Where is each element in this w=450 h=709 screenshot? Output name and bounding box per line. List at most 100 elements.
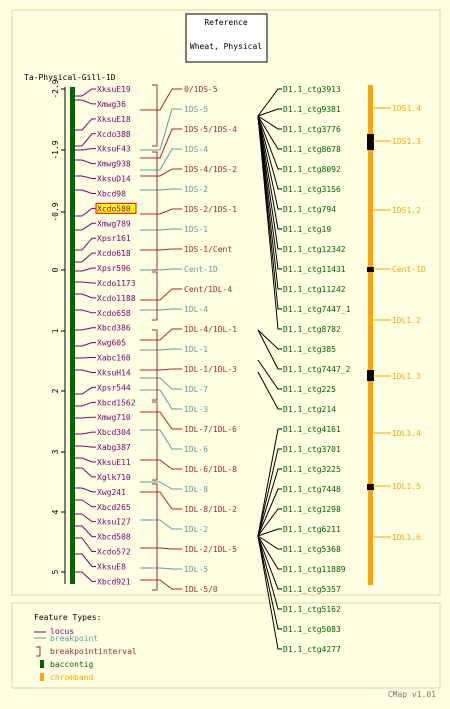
contig-label[interactable]: D1.1_ctg12342 [283,245,346,254]
contig-label[interactable]: D1.1_ctg3913 [283,85,341,94]
chromband-label[interactable]: Cent-1D [392,265,426,274]
breakpoint-label[interactable]: 1DS-1 [184,225,208,234]
locus-label[interactable]: Xmwg36 [97,100,126,109]
locus-label[interactable]: Xbcd1562 [97,398,136,407]
contig-label[interactable]: D1.1_ctg794 [283,205,336,214]
locus-label[interactable]: Xcdo618 [97,249,131,258]
locus-label[interactable]: Xcdo388 [97,130,131,139]
breakpoint-label[interactable]: 1DL-3 [184,405,208,414]
locus-label[interactable]: Xbcd921 [97,577,131,586]
locus-label[interactable]: Xwg241 [97,488,126,497]
breakpoint-label[interactable]: 1DS-5 [184,105,208,114]
contig-label[interactable]: D1.1_ctg8678 [283,145,341,154]
chromband-label[interactable]: 1DS1.3 [392,137,421,146]
locus-label[interactable]: XksuE8 [97,562,126,571]
contig-label[interactable]: D1.1_ctg11889 [283,565,346,574]
chromband-label[interactable]: 1DL1.3 [392,372,421,381]
breakpoint-label[interactable]: 1DL-5/0 [184,585,218,594]
locus-label[interactable]: Xabc160 [97,354,131,363]
contig-label[interactable]: D1.1_ctg8092 [283,165,341,174]
chromband-label[interactable]: 1DL1.2 [392,316,421,325]
breakpoint-label[interactable]: Cent/1DL-4 [184,285,232,294]
contig-label[interactable]: D1.1_ctg214 [283,405,336,414]
contig-label[interactable]: D1.1_ctg7448 [283,485,341,494]
breakpoint-label[interactable]: 1DS-2 [184,185,208,194]
locus-label[interactable]: Xbcd98 [97,189,126,198]
breakpoint-label[interactable]: 1DL-2 [184,525,208,534]
locus-label[interactable]: Xcdo572 [97,548,131,557]
breakpoint-label[interactable]: 1DL-7 [184,385,208,394]
breakpoint-label[interactable]: Cent-1D [184,265,218,274]
contig-label[interactable]: D1.1_ctg4161 [283,425,341,434]
contig-label[interactable]: D1.1_ctg225 [283,385,336,394]
breakpoint-label[interactable]: 1DL-1 [184,345,208,354]
chromband-label[interactable]: 1DL1.5 [392,482,421,491]
contig-label[interactable]: D1.1_ctg5083 [283,625,341,634]
breakpoint-label[interactable]: 1DS-5/1DS-4 [184,125,237,134]
contig-label[interactable]: D1.1_ctg11431 [283,265,346,274]
breakpoint-label[interactable]: 1DS-1/Cent [184,245,232,254]
locus-label[interactable]: Xmwg789 [97,219,131,228]
contig-label[interactable]: D1.1_ctg9381 [283,105,341,114]
breakpoint-label[interactable]: 1DS-2/1DS-1 [184,205,237,214]
locus-label[interactable]: XksuF43 [97,145,131,154]
breakpoint-label[interactable]: 1DL-7/1DL-6 [184,425,237,434]
locus-label[interactable]: Xbcd304 [97,428,131,437]
breakpoint-label[interactable]: 1DL-5 [184,565,208,574]
breakpoint-label[interactable]: 1DL-2/1DL-5 [184,545,237,554]
contig-label[interactable]: D1.1_ctg11242 [283,285,346,294]
breakpoint-label[interactable]: 1DS-4 [184,145,208,154]
locus-label[interactable]: Xbcd508 [97,533,131,542]
contig-label[interactable]: D1.1_ctg7447_1 [283,305,351,314]
locus-label[interactable]: Xpsr544 [97,383,131,392]
locus-label[interactable]: Xbcd265 [97,503,131,512]
contig-label[interactable]: D1.1_ctg1298 [283,505,341,514]
map-title[interactable]: Ta-Physical-Gill-1D [24,73,116,82]
contig-label[interactable]: D1.1_ctg3225 [283,465,341,474]
contig-label[interactable]: D1.1_ctg5162 [283,605,341,614]
contig-label[interactable]: D1.1_ctg5368 [283,545,341,554]
contig-label[interactable]: D1.1_ctg3701 [283,445,341,454]
locus-label[interactable]: XksuH14 [97,368,131,377]
breakpoint-label[interactable]: 1DL-8 [184,485,208,494]
locus-label[interactable]: Xcdo658 [97,309,131,318]
baccontig-bar[interactable] [70,87,75,584]
breakpoint-label[interactable]: 1DL-1/1DL-3 [184,365,237,374]
locus-label[interactable]: Xpsr596 [97,264,131,273]
breakpoint-label[interactable]: 1DL-6 [184,445,208,454]
locus-label[interactable]: Xpsr161 [97,234,131,243]
contig-label[interactable]: D1.1_ctg4277 [283,645,341,654]
locus-label[interactable]: XksuI27 [97,518,131,527]
chromband-label[interactable]: 1DS1.4 [392,104,421,113]
locus-label[interactable]: Xcdo580 [97,204,131,213]
chromband-bar[interactable] [368,85,373,585]
contig-label[interactable]: D1.1_ctg6211 [283,525,341,534]
breakpoint-label[interactable]: 1DS-4/1DS-2 [184,165,237,174]
locus-label[interactable]: Xmwg938 [97,160,131,169]
locus-label[interactable]: Xglk710 [97,473,131,482]
locus-label[interactable]: Xbcd386 [97,324,131,333]
breakpoint-label[interactable]: 1DL-4 [184,305,208,314]
locus-label[interactable]: Xcdo1173 [97,279,136,288]
locus-label[interactable]: XksuE11 [97,458,131,467]
breakpoint-label[interactable]: 1DL-8/1DL-2 [184,505,237,514]
contig-label[interactable]: D1.1_ctg385 [283,345,336,354]
contig-label[interactable]: D1.1_ctg3776 [283,125,341,134]
contig-label[interactable]: D1.1_ctg8782 [283,325,341,334]
chromband-label[interactable]: 1DL1.4 [392,429,421,438]
breakpoint-label[interactable]: 0/1DS-5 [184,85,218,94]
chromband-label[interactable]: 1DS1.2 [392,206,421,215]
locus-label[interactable]: Xwg605 [97,339,126,348]
breakpoint-label[interactable]: 1DL-4/1DL-1 [184,325,237,334]
locus-label[interactable]: Xcdo1188 [97,294,136,303]
locus-label[interactable]: XksuE18 [97,115,131,124]
locus-label[interactable]: Xabg387 [97,443,131,452]
contig-label[interactable]: D1.1_ctg7447_2 [283,365,351,374]
contig-label[interactable]: D1.1_ctg3156 [283,185,341,194]
chromband-label[interactable]: 1DL1.6 [392,533,421,542]
contig-label[interactable]: D1.1_ctg5357 [283,585,341,594]
contig-label[interactable]: D1.1_ctg19 [283,225,331,234]
locus-label[interactable]: XksuE19 [97,85,131,94]
locus-label[interactable]: Xmwg710 [97,413,131,422]
locus-label[interactable]: XksuD14 [97,175,131,184]
